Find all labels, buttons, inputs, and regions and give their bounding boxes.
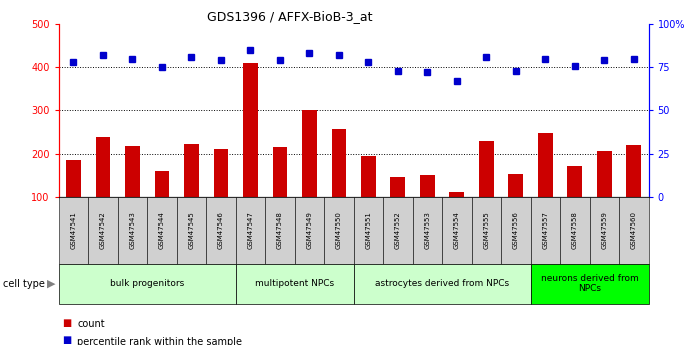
Bar xyxy=(627,145,641,197)
Bar xyxy=(243,63,258,197)
Bar xyxy=(302,110,317,197)
Text: astrocytes derived from NPCs: astrocytes derived from NPCs xyxy=(375,279,509,288)
Text: GSM47542: GSM47542 xyxy=(100,211,106,249)
Text: neurons derived from
NPCs: neurons derived from NPCs xyxy=(541,274,638,294)
Bar xyxy=(155,171,169,197)
Bar xyxy=(95,137,110,197)
Bar xyxy=(125,146,140,197)
Text: GSM47556: GSM47556 xyxy=(513,211,519,249)
Text: GSM47555: GSM47555 xyxy=(484,211,489,249)
Text: count: count xyxy=(77,319,105,329)
Text: GSM47544: GSM47544 xyxy=(159,211,165,249)
Text: multipotent NPCs: multipotent NPCs xyxy=(255,279,334,288)
Bar xyxy=(538,133,553,197)
Bar xyxy=(597,151,612,197)
Bar xyxy=(66,160,81,197)
Text: GSM47552: GSM47552 xyxy=(395,211,401,249)
Bar xyxy=(420,175,435,197)
Text: GSM47543: GSM47543 xyxy=(130,211,135,249)
Text: ▶: ▶ xyxy=(47,279,55,289)
Text: cell type: cell type xyxy=(3,279,46,289)
Bar xyxy=(213,149,228,197)
Text: GSM47553: GSM47553 xyxy=(424,211,431,249)
Bar xyxy=(479,141,494,197)
Bar xyxy=(361,156,376,197)
Text: GSM47546: GSM47546 xyxy=(218,211,224,249)
Text: GSM47550: GSM47550 xyxy=(336,211,342,249)
Text: GSM47541: GSM47541 xyxy=(70,211,77,249)
Text: ■: ■ xyxy=(62,335,71,345)
Text: GDS1396 / AFFX-BioB-3_at: GDS1396 / AFFX-BioB-3_at xyxy=(207,10,373,23)
Text: GSM47547: GSM47547 xyxy=(248,211,253,249)
Text: GSM47557: GSM47557 xyxy=(542,211,549,249)
Text: GSM47545: GSM47545 xyxy=(188,211,195,249)
Text: GSM47549: GSM47549 xyxy=(306,211,313,249)
Bar xyxy=(509,174,523,197)
Text: GSM47551: GSM47551 xyxy=(366,211,371,249)
Text: GSM47559: GSM47559 xyxy=(602,211,607,249)
Text: ■: ■ xyxy=(62,318,71,327)
Bar xyxy=(567,167,582,197)
Text: GSM47548: GSM47548 xyxy=(277,211,283,249)
Text: GSM47558: GSM47558 xyxy=(572,211,578,249)
Bar xyxy=(184,144,199,197)
Bar xyxy=(449,193,464,197)
Text: GSM47560: GSM47560 xyxy=(631,211,637,249)
Text: bulk progenitors: bulk progenitors xyxy=(110,279,184,288)
Bar xyxy=(391,177,405,197)
Text: GSM47554: GSM47554 xyxy=(454,211,460,249)
Bar xyxy=(273,147,287,197)
Text: percentile rank within the sample: percentile rank within the sample xyxy=(77,337,242,345)
Bar xyxy=(331,129,346,197)
